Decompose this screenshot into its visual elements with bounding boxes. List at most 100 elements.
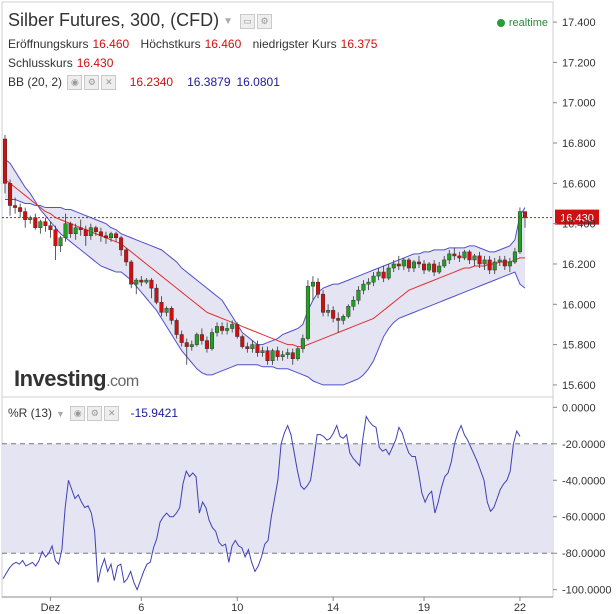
x-tick-label: 22 bbox=[514, 602, 526, 614]
candle bbox=[164, 306, 169, 317]
candle-body bbox=[315, 281, 321, 295]
candle-body bbox=[522, 211, 528, 218]
candle bbox=[43, 217, 48, 232]
candle bbox=[169, 306, 174, 325]
investing-logo: Investing.com bbox=[14, 366, 139, 391]
candle-body bbox=[472, 255, 477, 261]
candle bbox=[517, 207, 522, 254]
candle bbox=[159, 296, 164, 317]
candle-body bbox=[497, 259, 502, 263]
price-tick-label: 16.000 bbox=[562, 299, 596, 311]
candle bbox=[174, 318, 179, 339]
candle bbox=[194, 332, 199, 347]
high-value: 16.460 bbox=[204, 37, 242, 51]
candle bbox=[83, 225, 88, 246]
candle-body bbox=[144, 279, 149, 283]
candle bbox=[230, 320, 235, 333]
candle bbox=[265, 346, 270, 365]
bb-row: BB (20, 2) ◉ ⚙ ✕ 16.2340 16.3879 16.0801 bbox=[8, 75, 280, 91]
wr-tick-label: -100.0000 bbox=[562, 585, 612, 597]
wr-tick-label: 0.0000 bbox=[562, 402, 596, 414]
low-label: niedrigster Kurs bbox=[252, 37, 337, 51]
bb-label: BB (20, 2) bbox=[8, 75, 63, 89]
candle-body bbox=[371, 275, 376, 283]
bollinger-lower-line bbox=[4, 158, 526, 386]
last-price-tag bbox=[555, 209, 599, 225]
settings-gear-icon[interactable]: ⚙ bbox=[256, 13, 272, 29]
candle-body bbox=[391, 263, 396, 269]
price-tick-label: 16.600 bbox=[562, 178, 596, 190]
candle bbox=[482, 255, 487, 271]
bb-settings-icon[interactable]: ⚙ bbox=[84, 75, 100, 91]
wr-close-icon[interactable]: ✕ bbox=[104, 406, 120, 422]
candle-body bbox=[366, 281, 371, 285]
candle-body bbox=[48, 225, 53, 230]
candle-body bbox=[416, 261, 421, 265]
candle bbox=[422, 259, 427, 275]
candle bbox=[2, 134, 8, 194]
bb-eye-icon[interactable]: ◉ bbox=[67, 75, 83, 91]
candle-body bbox=[149, 279, 154, 289]
candle bbox=[507, 257, 512, 273]
candle bbox=[467, 249, 472, 264]
candle bbox=[406, 257, 411, 273]
candle-body bbox=[250, 344, 255, 349]
candle-body bbox=[305, 285, 310, 339]
candle bbox=[522, 211, 528, 228]
price-tick-label: 15.800 bbox=[562, 340, 596, 352]
candle bbox=[502, 255, 507, 271]
candle-body bbox=[401, 259, 406, 267]
wr-eye-icon[interactable]: ◉ bbox=[70, 406, 86, 422]
candle bbox=[78, 219, 83, 236]
x-tick-label: 6 bbox=[138, 602, 144, 614]
candle bbox=[63, 213, 68, 242]
candle-body bbox=[255, 344, 260, 353]
candle-body bbox=[38, 221, 43, 228]
high-label: Höchstkurs bbox=[140, 37, 201, 51]
candle-body bbox=[361, 283, 366, 291]
candle bbox=[381, 265, 386, 283]
wr-tick-label: -60.0000 bbox=[562, 512, 605, 524]
candle-body bbox=[275, 350, 280, 357]
candle-body bbox=[179, 334, 184, 343]
bb-close-icon[interactable]: ✕ bbox=[101, 75, 117, 91]
candle bbox=[416, 255, 421, 269]
candle-body bbox=[386, 267, 391, 279]
candle-body bbox=[245, 346, 250, 349]
candle-body bbox=[512, 251, 517, 263]
candle-body bbox=[285, 352, 290, 355]
candle-body bbox=[2, 138, 8, 184]
candle bbox=[401, 257, 406, 271]
candle-body bbox=[331, 310, 336, 319]
wr-settings-icon[interactable]: ⚙ bbox=[87, 406, 103, 422]
candle bbox=[437, 261, 442, 275]
candle bbox=[68, 221, 73, 238]
candle bbox=[28, 215, 33, 224]
candle bbox=[331, 306, 336, 323]
candle-body bbox=[507, 261, 512, 267]
candle bbox=[396, 255, 401, 271]
title-dropdown-caret-icon[interactable]: ▼ bbox=[223, 15, 233, 27]
candle bbox=[371, 272, 376, 287]
candle bbox=[179, 330, 184, 347]
candle bbox=[13, 197, 18, 214]
candle-body bbox=[230, 324, 235, 329]
close-value: 16.430 bbox=[76, 56, 114, 70]
candle bbox=[199, 328, 204, 345]
wr-dropdown-caret-icon[interactable]: ▼ bbox=[56, 409, 65, 419]
candle-body bbox=[139, 279, 144, 283]
candle-body bbox=[204, 340, 209, 349]
candle-body bbox=[396, 263, 401, 267]
wr-tick-label: -40.0000 bbox=[562, 475, 605, 487]
candle bbox=[38, 219, 43, 234]
x-tick-label: 10 bbox=[231, 602, 243, 614]
candle bbox=[290, 348, 295, 365]
candle-body bbox=[58, 237, 63, 247]
candle-body bbox=[235, 324, 240, 337]
wr-label: %R (13) bbox=[8, 406, 53, 420]
screenshot-icon[interactable]: ▭ bbox=[239, 13, 255, 29]
candle-body bbox=[124, 249, 129, 263]
candle-body bbox=[68, 223, 73, 234]
candle-body bbox=[290, 352, 295, 359]
wr-line bbox=[2, 414, 521, 592]
